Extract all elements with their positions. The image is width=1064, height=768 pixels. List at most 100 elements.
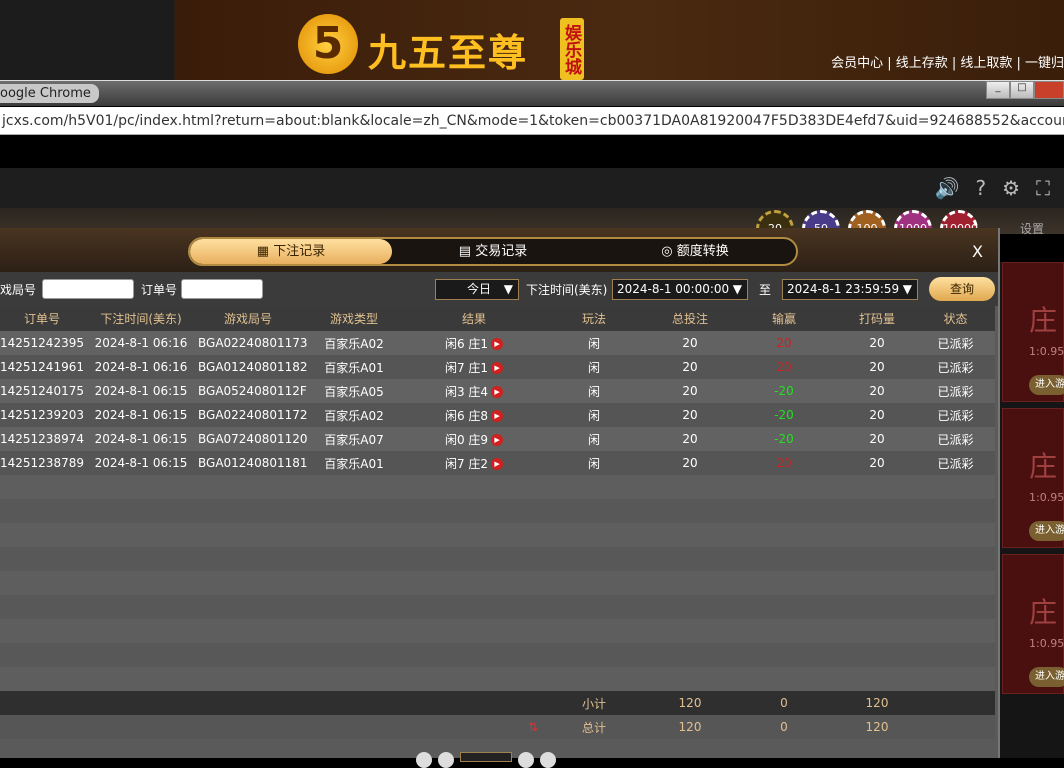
cell-text: 20 — [682, 456, 698, 470]
end-time-select[interactable]: 2024-8-1 23:59:59 ▼ — [782, 279, 918, 300]
cell-text: 2024-8-1 06:15 — [94, 432, 188, 446]
to-label: 至 — [759, 283, 772, 297]
order-input[interactable] — [181, 279, 263, 299]
cell-text: 百家乐A05 — [324, 384, 384, 399]
table-card[interactable]: 庄 1:0.95 进入游 — [1002, 408, 1064, 548]
cell-text: 20 — [869, 384, 885, 398]
gear-icon[interactable]: ⚙ — [1002, 176, 1020, 200]
subtotal-row: 小计 120 0 120 — [0, 691, 995, 715]
cell: 已派彩 — [916, 427, 995, 451]
cell: 20 — [650, 379, 730, 403]
minimize-button[interactable]: _ — [986, 81, 1010, 99]
column-header: 输赢 — [730, 306, 838, 331]
tab-bet-records[interactable]: ▦ 下注记录 — [190, 239, 392, 264]
cell-text: -20 — [774, 432, 794, 446]
range-select[interactable]: 今日 ▼ — [435, 279, 519, 300]
cell-text: BGA01240801182 — [198, 360, 308, 374]
tab-transfer[interactable]: ◎ 额度转换 — [594, 239, 796, 264]
settings-link[interactable]: 设置 — [1020, 222, 1045, 236]
cell-text: 闲 — [587, 360, 600, 375]
sound-icon[interactable]: 🔊 — [934, 176, 960, 200]
cell-text: 百家乐A02 — [324, 336, 384, 351]
table-row[interactable]: 14251242395 2024-8-1 06:16 BGA02240801173 百… — [0, 331, 995, 355]
cell: BGA01240801181 — [198, 451, 308, 475]
enter-button[interactable]: 进入游 — [1029, 375, 1064, 395]
start-time-select[interactable]: 2024-8-1 00:00:00 ▼ — [612, 279, 748, 300]
logo-icon: 5 — [298, 14, 358, 74]
cell-text: 14251241961 — [0, 360, 84, 374]
cell-text: 20 — [869, 360, 885, 374]
cell: 20 — [838, 379, 916, 403]
query-button[interactable]: 查询 — [929, 277, 995, 301]
end-value: 2024-8-1 23:59:59 — [787, 282, 900, 296]
table-row[interactable]: 14251239203 2024-8-1 06:15 BGA02240801172 百… — [0, 403, 995, 427]
cell: 已派彩 — [916, 331, 995, 355]
next-page-button[interactable] — [518, 752, 534, 768]
page-input[interactable] — [460, 752, 512, 762]
cell: BGA02240801172 — [198, 403, 308, 427]
close-button[interactable]: X — [972, 242, 983, 261]
table-card[interactable]: 庄 1:0.95 进入游 — [1002, 262, 1064, 402]
replay-icon[interactable]: ▶ — [491, 386, 504, 398]
cell-text: 20 — [682, 336, 698, 350]
dropdown-icon: ▼ — [732, 282, 742, 296]
column-header: 总投注 — [650, 306, 730, 331]
total-label: 总计 — [538, 715, 650, 739]
table-card[interactable]: 庄 1:0.95 进入游 — [1002, 554, 1064, 694]
cell: 20 — [838, 403, 916, 427]
dropdown-icon: ▼ — [902, 282, 912, 296]
enter-button[interactable]: 进入游 — [1029, 667, 1064, 687]
cell-text: BGA02240801172 — [198, 408, 308, 422]
round-input[interactable] — [42, 279, 134, 299]
cell-text: 百家乐A01 — [324, 360, 384, 375]
table-row[interactable]: 14251241961 2024-8-1 06:16 BGA01240801182 百… — [0, 355, 995, 379]
replay-icon[interactable]: ▶ — [491, 458, 504, 470]
last-page-button[interactable] — [540, 752, 556, 768]
cell: BGA0524080112F — [198, 379, 307, 403]
cell-text: 闲6 庄8 — [444, 408, 489, 423]
dropdown-icon: ▼ — [503, 282, 513, 296]
cell: 闲6 庄1 ▶ — [410, 331, 538, 355]
cell: 20 — [730, 451, 838, 475]
game-header: 🔊 ? ⚙ ⛶ — [0, 168, 1064, 208]
empty-row — [0, 667, 995, 691]
replay-icon[interactable]: ▶ — [491, 362, 504, 374]
help-icon[interactable]: ? — [975, 176, 987, 200]
replay-icon[interactable]: ▶ — [491, 338, 504, 350]
site-banner: 5 九五至尊 娱乐城 会员中心 | 线上存款 | 线上取款 | 一键归 — [0, 0, 1064, 80]
replay-icon[interactable]: ▶ — [491, 434, 504, 446]
cell-text: 闲 — [587, 336, 600, 351]
top-links[interactable]: 会员中心 | 线上存款 | 线上取款 | 一键归 — [831, 56, 1064, 71]
fullscreen-icon[interactable]: ⛶ — [1036, 176, 1050, 200]
empty-row — [0, 499, 995, 523]
table-row[interactable]: 14251240175 2024-8-1 06:15 BGA0524080112F 百… — [0, 379, 995, 403]
maximize-button[interactable]: □ — [1010, 81, 1034, 99]
subtotal-label: 小计 — [538, 691, 650, 715]
start-value: 2024-8-1 00:00:00 — [617, 282, 730, 296]
table-row[interactable]: 14251238974 2024-8-1 06:15 BGA07240801120 百… — [0, 427, 995, 451]
records-modal: ▦ 下注记录 ▤ 交易记录 ◎ 额度转换 X 戏局号 订单号 今日 ▼ 下注时间(… — [0, 228, 1000, 768]
column-header: 打码量 — [838, 306, 916, 331]
cell: 已派彩 — [916, 379, 995, 403]
url-bar[interactable]: jcxs.com/h5V01/pc/index.html?return=abou… — [0, 107, 1064, 135]
cell-text: 2024-8-1 06:16 — [94, 336, 188, 350]
cell-text: 2024-8-1 06:15 — [94, 384, 188, 398]
close-window-button[interactable] — [1034, 81, 1064, 99]
cell: 2024-8-1 06:16 — [84, 355, 198, 379]
cell-text: 20 — [682, 408, 698, 422]
prev-page-button[interactable] — [438, 752, 454, 768]
refresh-icon[interactable]: ⇅ — [527, 720, 538, 734]
calendar-icon: ▦ — [256, 244, 274, 259]
tab-transactions[interactable]: ▤ 交易记录 — [392, 239, 594, 264]
first-page-button[interactable] — [416, 752, 432, 768]
total-code: 120 — [838, 715, 916, 739]
table-row[interactable]: 14251238789 2024-8-1 06:15 BGA01240801181 百… — [0, 451, 995, 475]
enter-button[interactable]: 进入游 — [1029, 521, 1064, 541]
cell: 百家乐A02 — [298, 331, 410, 355]
cell-text: BGA07240801120 — [198, 432, 308, 446]
cell-text: 20 — [776, 360, 792, 374]
replay-icon[interactable]: ▶ — [491, 410, 504, 422]
cell: 闲 — [538, 403, 650, 427]
empty-row — [0, 547, 995, 571]
cell-text: 闲6 庄1 — [444, 336, 489, 351]
